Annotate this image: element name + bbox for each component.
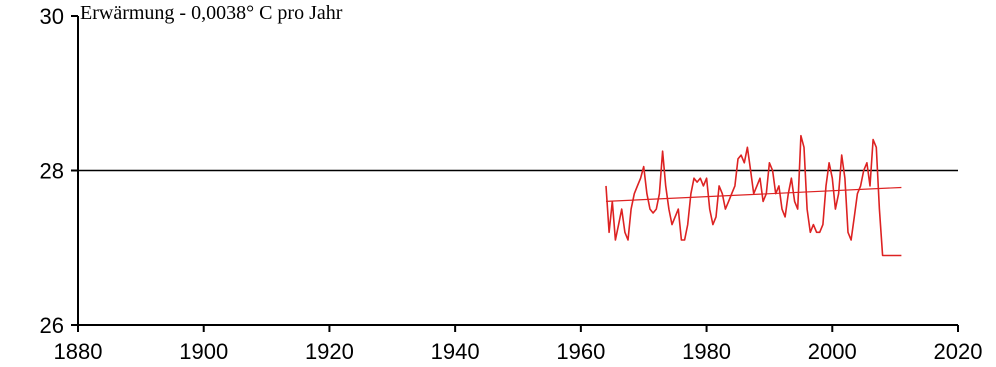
x-tick-label: 1980 (682, 339, 731, 364)
x-tick-label: 1880 (54, 339, 103, 364)
x-tick-label: 1940 (431, 339, 480, 364)
chart-title: Erwärmung - 0,0038° C pro Jahr (80, 2, 343, 24)
trend-line (605, 186, 902, 202)
x-tick-label: 2000 (808, 339, 857, 364)
y-tick-label: 30 (40, 4, 64, 29)
x-axis-ticks: 1880 1900 1920 1940 1960 1980 2000 2020 (54, 325, 983, 364)
series-layer (605, 134, 902, 257)
x-tick-label: 1920 (305, 339, 354, 364)
y-tick-label: 28 (40, 159, 64, 184)
y-tick-label: 26 (40, 313, 64, 338)
x-tick-label: 1960 (556, 339, 605, 364)
x-tick-label: 1900 (179, 339, 228, 364)
x-tick-label: 2020 (934, 339, 983, 364)
y-axis-ticks: 26 28 30 (40, 4, 78, 338)
temperature-series-line (605, 134, 902, 257)
